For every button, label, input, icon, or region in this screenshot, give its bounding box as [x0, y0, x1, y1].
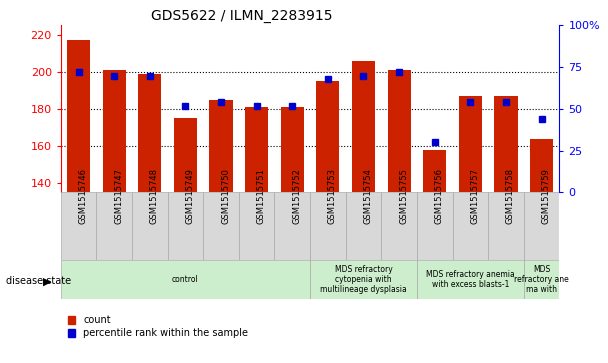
Bar: [459, 96, 482, 192]
Text: GSM1515746: GSM1515746: [78, 168, 88, 224]
Text: GSM1515748: GSM1515748: [150, 168, 159, 224]
Bar: [274, 192, 310, 260]
Text: disease state: disease state: [6, 276, 71, 286]
Text: GSM1515759: GSM1515759: [542, 168, 551, 224]
Bar: [352, 61, 375, 192]
Bar: [346, 192, 381, 260]
Bar: [97, 192, 132, 260]
Text: GSM1515749: GSM1515749: [185, 168, 195, 224]
Bar: [168, 192, 203, 260]
Text: MDS refractory
cytopenia with
multilineage dysplasia: MDS refractory cytopenia with multilinea…: [320, 265, 407, 294]
Bar: [210, 99, 233, 192]
Bar: [67, 40, 90, 192]
Bar: [239, 192, 274, 260]
Text: control: control: [172, 275, 199, 284]
Text: GSM1515755: GSM1515755: [399, 168, 408, 224]
Bar: [281, 107, 304, 192]
Bar: [452, 192, 488, 260]
Bar: [132, 192, 168, 260]
Text: GSM1515757: GSM1515757: [471, 168, 479, 224]
Text: GSM1515747: GSM1515747: [114, 168, 123, 224]
Bar: [310, 260, 417, 299]
Bar: [61, 260, 310, 299]
Bar: [488, 192, 523, 260]
Bar: [417, 192, 452, 260]
Text: GSM1515758: GSM1515758: [506, 168, 515, 224]
Text: GSM1515750: GSM1515750: [221, 168, 230, 224]
Text: MDS refractory anemia
with excess blasts-1: MDS refractory anemia with excess blasts…: [426, 270, 515, 289]
Text: GSM1515751: GSM1515751: [257, 168, 266, 224]
Bar: [417, 260, 523, 299]
Bar: [523, 260, 559, 299]
Text: MDS
refractory ane
ma with: MDS refractory ane ma with: [514, 265, 569, 294]
Bar: [138, 74, 161, 192]
Text: GSM1515756: GSM1515756: [435, 168, 444, 224]
Bar: [381, 192, 417, 260]
Bar: [174, 118, 197, 192]
Text: GSM1515753: GSM1515753: [328, 168, 337, 224]
Text: GDS5622 / ILMN_2283915: GDS5622 / ILMN_2283915: [151, 9, 332, 23]
Bar: [423, 150, 446, 192]
Bar: [316, 81, 339, 192]
Bar: [523, 192, 559, 260]
Text: ▶: ▶: [43, 276, 52, 286]
Bar: [530, 139, 553, 192]
Text: GSM1515754: GSM1515754: [364, 168, 373, 224]
Bar: [103, 70, 126, 192]
Text: GSM1515752: GSM1515752: [292, 168, 302, 224]
Bar: [494, 96, 517, 192]
Bar: [61, 192, 97, 260]
Bar: [387, 70, 410, 192]
Bar: [310, 192, 346, 260]
Bar: [203, 192, 239, 260]
Legend: count, percentile rank within the sample: count, percentile rank within the sample: [66, 313, 250, 340]
Bar: [245, 107, 268, 192]
